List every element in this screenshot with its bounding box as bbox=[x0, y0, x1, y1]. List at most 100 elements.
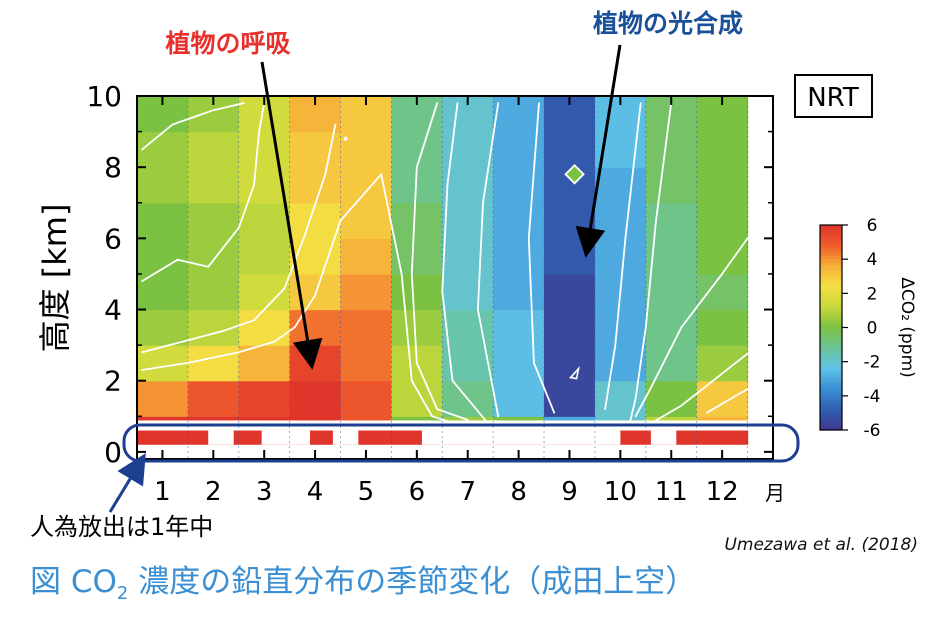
colorbar-segment bbox=[820, 389, 842, 394]
heatmap-cell bbox=[696, 131, 749, 168]
x-tick-label: 7 bbox=[459, 477, 476, 507]
surface-highlight-box bbox=[122, 423, 800, 463]
colorbar-segment bbox=[820, 337, 842, 342]
colorbar-segment bbox=[820, 344, 842, 349]
heatmap-cell bbox=[137, 131, 189, 168]
colorbar-segment bbox=[820, 334, 842, 339]
colorbar-segment bbox=[820, 245, 842, 250]
heatmap-cell bbox=[594, 167, 647, 204]
heatmap-cells bbox=[137, 96, 749, 445]
colorbar-segment bbox=[820, 426, 842, 431]
heatmap-cell bbox=[289, 202, 342, 239]
colorbar-segment bbox=[820, 392, 842, 397]
x-tick-label: 9 bbox=[561, 477, 578, 507]
colorbar-tick-label: 4 bbox=[867, 250, 878, 270]
contour-dot bbox=[343, 136, 348, 141]
heatmap-cell bbox=[544, 380, 596, 417]
y-tick-label: 10 bbox=[86, 80, 122, 113]
heatmap-cell bbox=[238, 273, 291, 311]
heatmap-cell bbox=[187, 131, 240, 168]
annotation-photosynthesis: 植物の光合成 bbox=[593, 9, 743, 38]
contour-lines bbox=[141, 102, 764, 432]
x-tick-label: 5 bbox=[358, 477, 375, 507]
x-month-suffix: 月 bbox=[765, 481, 785, 505]
heatmap-cell bbox=[137, 167, 189, 204]
surface-band-gap bbox=[332, 430, 359, 445]
annotation-respiration: 植物の呼吸 bbox=[165, 29, 290, 58]
heatmap-cell bbox=[187, 345, 240, 382]
colorbar-segment bbox=[820, 231, 842, 236]
heatmap-cell bbox=[340, 273, 392, 311]
heatmap-cell bbox=[289, 345, 342, 382]
contour-line bbox=[527, 102, 556, 414]
heatmap-cell bbox=[594, 309, 647, 346]
contour-line bbox=[141, 173, 479, 432]
colorbar-segment bbox=[820, 412, 842, 417]
colorbar-segment bbox=[820, 423, 842, 428]
heatmap-cell bbox=[493, 416, 545, 421]
heatmap-cell bbox=[493, 238, 545, 275]
heatmap-cell bbox=[340, 309, 392, 346]
colorbar-segment bbox=[820, 242, 842, 247]
colorbar-segment bbox=[820, 255, 842, 260]
colorbar-segment bbox=[820, 406, 842, 411]
colorbar-segment bbox=[820, 382, 842, 387]
heatmap-cell bbox=[137, 202, 189, 239]
heatmap-cell bbox=[544, 202, 596, 239]
colorbar-segment bbox=[820, 409, 842, 414]
contour-line bbox=[410, 102, 469, 421]
colorbar-segment bbox=[820, 324, 842, 329]
colorbar-segment bbox=[820, 419, 842, 424]
heatmap-cell bbox=[187, 273, 240, 311]
heatmap-cell bbox=[340, 238, 392, 275]
heatmap-cell bbox=[238, 380, 291, 417]
colorbar-segment bbox=[820, 283, 842, 288]
colorbar-segment bbox=[820, 310, 842, 315]
colorbar-segment bbox=[820, 395, 842, 400]
colorbar-segment bbox=[820, 225, 842, 230]
colorbar-tick-label: 0 bbox=[867, 319, 878, 339]
colorbar-segment bbox=[820, 313, 842, 318]
x-tick-label: 10 bbox=[604, 477, 637, 507]
heatmap-cell bbox=[187, 167, 240, 204]
heatmap-cell bbox=[289, 416, 342, 421]
colorbar-segment bbox=[820, 293, 842, 298]
heatmap-cell bbox=[544, 238, 596, 275]
heatmap-cell bbox=[696, 273, 749, 311]
surface-band-gap bbox=[208, 430, 234, 445]
surface-band-gap bbox=[421, 430, 621, 445]
heatmap-cell bbox=[238, 416, 291, 421]
colorbar-segment bbox=[820, 368, 842, 373]
colorbar-segment bbox=[820, 296, 842, 301]
colorbar-tick-label: 6 bbox=[867, 216, 878, 236]
heatmap-cell bbox=[493, 380, 545, 417]
x-tick-label: 6 bbox=[409, 477, 426, 507]
heatmap-cell bbox=[238, 345, 291, 382]
arrow-respiration bbox=[260, 61, 323, 370]
contour-loop bbox=[569, 365, 580, 380]
x-tick-label: 4 bbox=[307, 477, 324, 507]
colorbar-segment bbox=[820, 354, 842, 359]
colorbar-label: ΔCO₂ (ppm) bbox=[897, 277, 917, 378]
colorbar-segment bbox=[820, 259, 842, 264]
colorbar-segment bbox=[820, 327, 842, 332]
heatmap-cell bbox=[696, 345, 749, 382]
citation: Umezawa et al. (2018) bbox=[724, 535, 918, 555]
heatmap-cell bbox=[238, 131, 291, 168]
colorbar-segment bbox=[820, 228, 842, 233]
colorbar-segment bbox=[820, 385, 842, 390]
heatmap-cell bbox=[493, 309, 545, 346]
heatmap-cell bbox=[340, 345, 392, 382]
station-label: NRT bbox=[807, 83, 859, 113]
x-axis: 1 2 3 4 5 6 7 8 9 10 11 12 月 bbox=[154, 96, 785, 507]
x-tick-label: 3 bbox=[256, 477, 273, 507]
heatmap-cell bbox=[187, 380, 240, 417]
colorbar-tick-label: -4 bbox=[864, 387, 881, 407]
surface-band-gap bbox=[261, 430, 310, 445]
heatmap-cell bbox=[340, 380, 392, 417]
caption-prefix: 図 CO bbox=[30, 564, 117, 600]
heatmap-cell bbox=[238, 238, 291, 275]
contour-line bbox=[706, 379, 764, 414]
